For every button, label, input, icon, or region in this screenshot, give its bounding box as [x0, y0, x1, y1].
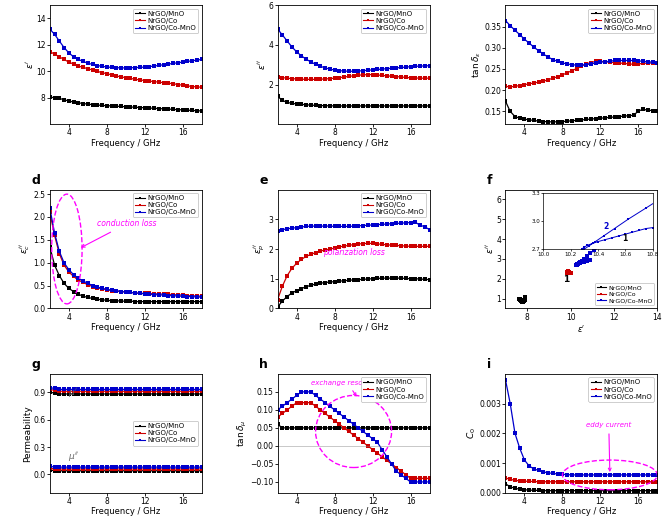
Y-axis label: $\varepsilon''$: $\varepsilon''$ — [256, 60, 267, 70]
X-axis label: Frequency / GHz: Frequency / GHz — [91, 508, 161, 516]
Text: eddy current: eddy current — [586, 422, 631, 471]
Text: h: h — [260, 358, 268, 372]
Legend: NrGO/MnO, NrGO/Co, NrGO/Co-MnO: NrGO/MnO, NrGO/Co, NrGO/Co-MnO — [361, 193, 426, 218]
X-axis label: Frequency / GHz: Frequency / GHz — [91, 139, 161, 148]
Text: i: i — [487, 358, 491, 372]
X-axis label: Frequency / GHz: Frequency / GHz — [91, 323, 161, 332]
Text: 1: 1 — [563, 275, 570, 284]
Text: c: c — [487, 0, 495, 3]
Text: f: f — [487, 174, 493, 187]
X-axis label: Frequency / GHz: Frequency / GHz — [546, 508, 616, 516]
Text: $\mu'$: $\mu'$ — [68, 386, 78, 399]
Legend: NrGO/MnO, NrGO/Co, NrGO/Co-MnO: NrGO/MnO, NrGO/Co, NrGO/Co-MnO — [588, 9, 654, 33]
Text: polarization loss: polarization loss — [323, 248, 385, 257]
Y-axis label: $C_0$: $C_0$ — [465, 427, 478, 439]
Text: a: a — [32, 0, 40, 3]
X-axis label: Frequency / GHz: Frequency / GHz — [319, 508, 388, 516]
Text: $\mu''$: $\mu''$ — [68, 451, 80, 463]
Legend: NrGO/MnO, NrGO/Co, NrGO/Co-MnO: NrGO/MnO, NrGO/Co, NrGO/Co-MnO — [133, 193, 199, 218]
Y-axis label: $\varepsilon_{p}''$: $\varepsilon_{p}''$ — [253, 243, 267, 255]
Y-axis label: Permeability: Permeability — [23, 405, 32, 462]
Text: b: b — [260, 0, 268, 3]
Text: 2: 2 — [597, 221, 603, 230]
Text: g: g — [32, 358, 41, 372]
X-axis label: Frequency / GHz: Frequency / GHz — [319, 139, 388, 148]
Legend: NrGO/MnO, NrGO/Co, NrGO/Co-MnO: NrGO/MnO, NrGO/Co, NrGO/Co-MnO — [361, 9, 426, 33]
Y-axis label: $\tan\delta_{\varepsilon}$: $\tan\delta_{\varepsilon}$ — [470, 51, 483, 78]
Y-axis label: $\varepsilon_{c}''$: $\varepsilon_{c}''$ — [19, 243, 32, 255]
Legend: NrGO/MnO, NrGO/Co, NrGO/Co-MnO: NrGO/MnO, NrGO/Co, NrGO/Co-MnO — [133, 9, 199, 33]
Text: d: d — [32, 174, 41, 187]
Text: exchange resonance: exchange resonance — [311, 379, 384, 396]
Legend: NrGO/MnO, NrGO/Co, NrGO/Co-MnO: NrGO/MnO, NrGO/Co, NrGO/Co-MnO — [361, 377, 426, 402]
X-axis label: Frequency / GHz: Frequency / GHz — [546, 139, 616, 148]
X-axis label: $\varepsilon'$: $\varepsilon'$ — [577, 323, 586, 334]
Text: conduction loss: conduction loss — [82, 219, 157, 247]
Legend: NrGO/MnO, NrGO/Co, NrGO/Co-MnO: NrGO/MnO, NrGO/Co, NrGO/Co-MnO — [133, 421, 199, 445]
Y-axis label: $\varepsilon'$: $\varepsilon'$ — [24, 60, 35, 69]
Y-axis label: $\varepsilon''$: $\varepsilon''$ — [484, 243, 495, 255]
Text: e: e — [260, 174, 268, 187]
X-axis label: Frequency / GHz: Frequency / GHz — [319, 323, 388, 332]
Y-axis label: $\tan\delta_{\mu}$: $\tan\delta_{\mu}$ — [236, 419, 249, 447]
Legend: NrGO/MnO, NrGO/Co, NrGO/Co-MnO: NrGO/MnO, NrGO/Co, NrGO/Co-MnO — [588, 377, 654, 402]
Legend: NrGO/MnO, NrGO/Co, NrGO/Co-MnO: NrGO/MnO, NrGO/Co, NrGO/Co-MnO — [595, 283, 654, 305]
